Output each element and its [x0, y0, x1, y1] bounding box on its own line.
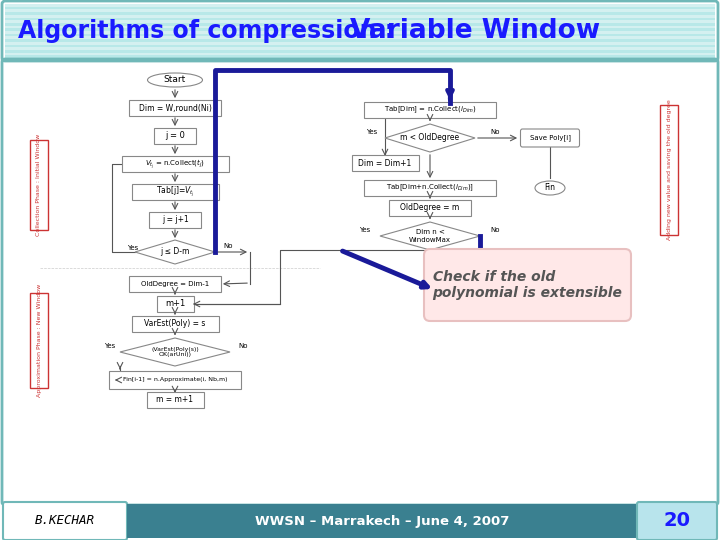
Text: Tab[Dim+n.Collect($i_{Dim}$)]: Tab[Dim+n.Collect($i_{Dim}$)]: [386, 183, 474, 193]
Ellipse shape: [148, 73, 202, 87]
Text: j = j+1: j = j+1: [161, 215, 189, 225]
Bar: [5, 55, 715, 58]
FancyBboxPatch shape: [364, 102, 496, 118]
Text: j ≤ D-m: j ≤ D-m: [161, 247, 189, 256]
Bar: [5, 23, 715, 25]
Text: Tab[j]=$V_{t_j}$: Tab[j]=$V_{t_j}$: [156, 185, 194, 199]
FancyBboxPatch shape: [149, 212, 201, 228]
Text: Yes: Yes: [359, 227, 371, 233]
FancyBboxPatch shape: [156, 296, 194, 312]
Text: B.KECHAR: B.KECHAR: [35, 515, 95, 528]
Polygon shape: [120, 338, 230, 366]
Text: WWSN – Marrakech – June 4, 2007: WWSN – Marrakech – June 4, 2007: [255, 515, 509, 528]
FancyBboxPatch shape: [3, 502, 127, 540]
FancyBboxPatch shape: [30, 140, 48, 230]
FancyBboxPatch shape: [129, 276, 221, 292]
Text: 20: 20: [664, 511, 690, 530]
Text: Yes: Yes: [127, 245, 139, 251]
Text: Dim = W,round(Ni): Dim = W,round(Ni): [138, 104, 212, 112]
Text: Tab[Dim] = n.Collect($i_{Dim}$): Tab[Dim] = n.Collect($i_{Dim}$): [384, 105, 477, 115]
FancyBboxPatch shape: [146, 392, 204, 408]
Bar: [5, 6, 715, 9]
FancyBboxPatch shape: [109, 371, 241, 389]
Text: No: No: [490, 227, 500, 233]
FancyBboxPatch shape: [521, 129, 580, 147]
Text: No: No: [238, 343, 248, 349]
Text: Adding new value and saving the old degree: Adding new value and saving the old degr…: [667, 99, 672, 240]
Text: m+1: m+1: [165, 300, 185, 308]
Bar: [5, 28, 715, 31]
FancyBboxPatch shape: [30, 293, 48, 388]
FancyBboxPatch shape: [132, 316, 218, 332]
Text: Fin: Fin: [544, 184, 556, 192]
Bar: [5, 4, 715, 6]
Text: Approximation Phase : New Window: Approximation Phase : New Window: [37, 284, 42, 396]
Text: Variable Window: Variable Window: [350, 18, 600, 44]
Text: Fin[i-1] = n.Approximate(i, Nb,m): Fin[i-1] = n.Approximate(i, Nb,m): [122, 377, 228, 382]
FancyBboxPatch shape: [154, 128, 196, 144]
Bar: [5, 39, 715, 42]
Text: $V_{t_j}$ = n.Collect($t_j$): $V_{t_j}$ = n.Collect($t_j$): [145, 157, 205, 171]
Bar: [5, 52, 715, 55]
Bar: [5, 12, 715, 15]
Bar: [5, 20, 715, 23]
Text: Yes: Yes: [104, 343, 116, 349]
Text: Yes: Yes: [366, 129, 377, 135]
Bar: [5, 36, 715, 39]
Bar: [5, 50, 715, 52]
Text: Algorithms of compression :: Algorithms of compression :: [18, 19, 410, 43]
FancyBboxPatch shape: [132, 184, 218, 200]
Text: OldDegree = Dim-1: OldDegree = Dim-1: [141, 281, 209, 287]
FancyBboxPatch shape: [389, 200, 471, 216]
FancyBboxPatch shape: [364, 180, 496, 196]
Polygon shape: [380, 222, 480, 250]
Text: m < OldDegree: m < OldDegree: [400, 133, 459, 143]
Bar: [5, 44, 715, 47]
Text: j = 0: j = 0: [165, 132, 185, 140]
FancyBboxPatch shape: [129, 100, 221, 116]
Text: Collection Phase : Initial Window: Collection Phase : Initial Window: [37, 134, 42, 236]
Text: (VarEst(Poly(s))
OK(arUni)): (VarEst(Poly(s)) OK(arUni)): [151, 347, 199, 357]
Text: No: No: [490, 129, 500, 135]
FancyBboxPatch shape: [122, 156, 228, 172]
FancyBboxPatch shape: [660, 105, 678, 235]
Bar: [5, 47, 715, 50]
Text: m = m+1: m = m+1: [156, 395, 194, 404]
Bar: [5, 33, 715, 36]
Text: Check if the old
polynomial is extensible: Check if the old polynomial is extensibl…: [433, 270, 622, 300]
Text: Save Poly[i]: Save Poly[i]: [529, 134, 570, 141]
Text: No: No: [223, 243, 233, 249]
Bar: [5, 42, 715, 44]
FancyBboxPatch shape: [2, 59, 718, 505]
Text: VarEst(Poly) = s: VarEst(Poly) = s: [144, 320, 206, 328]
Text: Dim n <
WindowMax: Dim n < WindowMax: [409, 230, 451, 242]
Bar: [5, 9, 715, 12]
FancyBboxPatch shape: [424, 249, 631, 321]
Bar: [5, 25, 715, 28]
Bar: [127, 504, 637, 538]
Text: Dim = Dim+1: Dim = Dim+1: [359, 159, 412, 167]
FancyBboxPatch shape: [351, 155, 418, 171]
Bar: [5, 17, 715, 20]
Polygon shape: [135, 240, 215, 264]
Text: OldDegree = m: OldDegree = m: [400, 204, 459, 213]
FancyBboxPatch shape: [637, 502, 717, 540]
Ellipse shape: [535, 181, 565, 195]
Bar: [5, 15, 715, 17]
Bar: [5, 31, 715, 33]
Polygon shape: [385, 124, 475, 152]
Text: Start: Start: [164, 76, 186, 84]
